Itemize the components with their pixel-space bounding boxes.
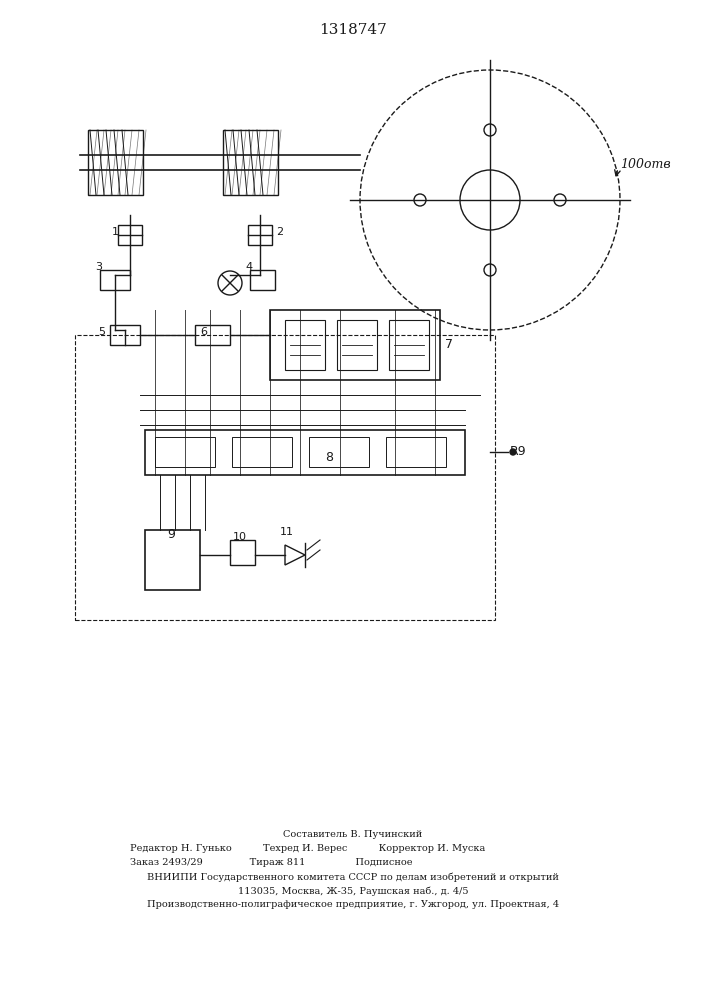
Circle shape	[510, 449, 516, 455]
Bar	[145, 430, 465, 475]
Text: Производственно-полиграфическое предприятие, г. Ужгород, ул. Проектная, 4: Производственно-полиграфическое предприя…	[147, 900, 559, 909]
Bar	[195, 325, 230, 345]
Bar	[250, 270, 275, 290]
Text: 113035, Москва, Ж-35, Раушская наб., д. 4/5: 113035, Москва, Ж-35, Раушская наб., д. …	[238, 886, 468, 896]
Text: ВНИИПИ Государственного комитета СССР по делам изобретений и открытий: ВНИИПИ Государственного комитета СССР по…	[147, 872, 559, 882]
Bar	[100, 270, 130, 290]
Bar	[155, 437, 215, 467]
Bar	[118, 225, 142, 245]
Text: 11: 11	[280, 527, 294, 537]
Bar	[88, 130, 143, 195]
Bar	[337, 320, 377, 370]
Text: 6: 6	[200, 327, 207, 337]
Text: 3: 3	[95, 262, 102, 272]
Bar	[145, 530, 200, 590]
Text: 5: 5	[98, 327, 105, 337]
Text: 4: 4	[245, 262, 252, 272]
Bar	[285, 320, 325, 370]
Text: 1318747: 1318747	[319, 23, 387, 37]
Text: Заказ 2493/29               Тираж 811                Подписное: Заказ 2493/29 Тираж 811 Подписное	[130, 858, 412, 867]
Bar	[386, 437, 446, 467]
Bar	[230, 540, 255, 565]
Text: 8: 8	[325, 451, 333, 464]
Text: 2: 2	[276, 227, 283, 237]
Text: 100отв: 100отв	[620, 158, 671, 172]
Text: 10: 10	[233, 532, 247, 542]
Text: R9: R9	[510, 445, 527, 458]
Bar	[248, 225, 272, 245]
Text: 7: 7	[445, 338, 453, 352]
Bar	[270, 310, 440, 380]
Text: Редактор Н. Гунько          Техред И. Верес          Корректор И. Муска: Редактор Н. Гунько Техред И. Верес Корре…	[130, 844, 485, 853]
Bar	[223, 130, 278, 195]
Text: 1: 1	[112, 227, 119, 237]
Bar	[232, 437, 292, 467]
Text: Составитель В. Пучинский: Составитель В. Пучинский	[284, 830, 423, 839]
Bar	[309, 437, 369, 467]
Bar	[110, 325, 140, 345]
Text: 9: 9	[168, 528, 175, 542]
Bar	[389, 320, 429, 370]
Bar	[75, 335, 495, 620]
